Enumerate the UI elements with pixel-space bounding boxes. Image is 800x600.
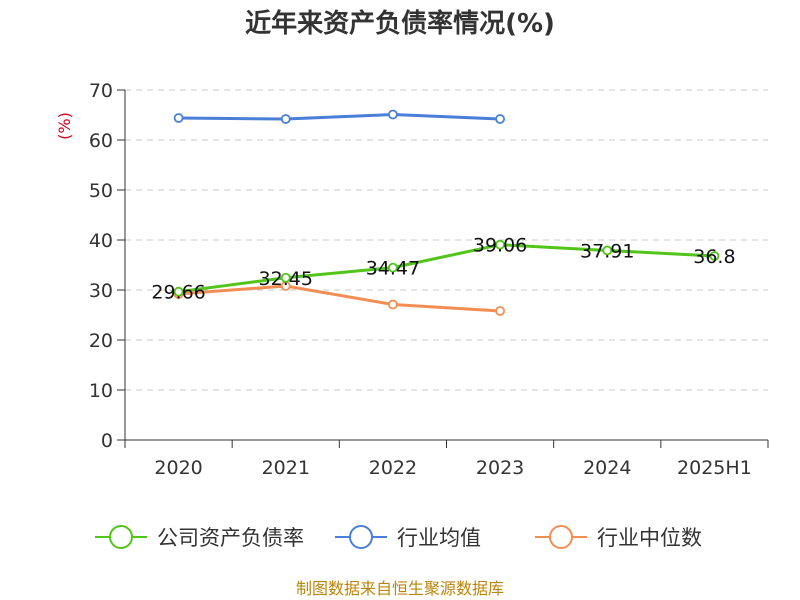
chart-title: 近年来资产负债率情况(%): [245, 8, 555, 39]
series-line-0: [178, 243, 715, 294]
data-point-0-2025H1: [709, 251, 720, 261]
data-point-0-2021: [280, 272, 291, 283]
data-point-0-2024: [602, 245, 613, 256]
data-point-0-2020: [173, 286, 184, 297]
y-tick-label-70: 70: [89, 80, 113, 102]
data-point-1-2023: [495, 114, 505, 124]
y-tick-label-10: 10: [89, 380, 113, 402]
x-tick-label-2020: 2020: [154, 457, 202, 479]
x-axis-ticks: 2020 2021 2022 2023 2024 2025H1: [124, 440, 769, 479]
data-label-2023: 39.06: [473, 235, 527, 257]
data-point-0-2022: [388, 262, 398, 273]
data-labels: 29.66 32.45 34.47 39.06 37.91 36.8: [151, 235, 735, 304]
data-point-2-2022: [388, 299, 398, 310]
series-line-2: [178, 284, 501, 313]
data-point-0-2023: [495, 239, 505, 250]
x-tick-label-2022: 2022: [369, 457, 417, 479]
legend: 公司资产负债率 行业均值 行业中位数: [95, 525, 702, 550]
legend-marker-1: [349, 525, 373, 549]
series-layer: [173, 109, 720, 316]
x-tick-label-2023: 2023: [476, 457, 524, 479]
y-tick-label-40: 40: [89, 230, 113, 252]
x-tick-label-2021: 2021: [262, 457, 310, 479]
y-tick-label-30: 30: [89, 280, 113, 302]
y-axis-unit: (%): [55, 112, 74, 140]
axes: [124, 90, 768, 441]
data-point-1-2020: [173, 113, 184, 123]
data-label-2025H1: 36.8: [693, 246, 735, 268]
y-tick-label-20: 20: [89, 330, 113, 352]
y-axis-ticks: 0 10 20 30 40 50 60 70: [89, 80, 125, 452]
legend-label-2: 行业中位数: [597, 526, 702, 550]
y-tick-label-60: 60: [89, 130, 113, 152]
data-point-1-2022: [388, 109, 398, 120]
source-note: 制图数据来自恒生聚源数据库: [296, 579, 504, 598]
data-label-2021: 32.45: [259, 268, 313, 290]
data-label-2022: 34.47: [366, 258, 420, 280]
data-point-2-2023: [495, 306, 505, 316]
data-label-2024: 37.91: [580, 240, 634, 262]
legend-marker-0: [109, 525, 133, 549]
data-label-2020: 29.66: [151, 282, 205, 304]
y-tick-label-50: 50: [89, 180, 113, 202]
series-line-1: [178, 113, 501, 121]
legend-label-1: 行业均值: [397, 526, 481, 550]
x-tick-label-2025H1: 2025H1: [677, 457, 752, 479]
grid-lines: [125, 89, 768, 391]
y-tick-label-0: 0: [101, 430, 113, 452]
legend-marker-2: [549, 525, 573, 549]
legend-label-0: 公司资产负债率: [157, 526, 304, 550]
x-tick-label-2024: 2024: [583, 457, 631, 479]
data-point-1-2021: [280, 114, 291, 124]
